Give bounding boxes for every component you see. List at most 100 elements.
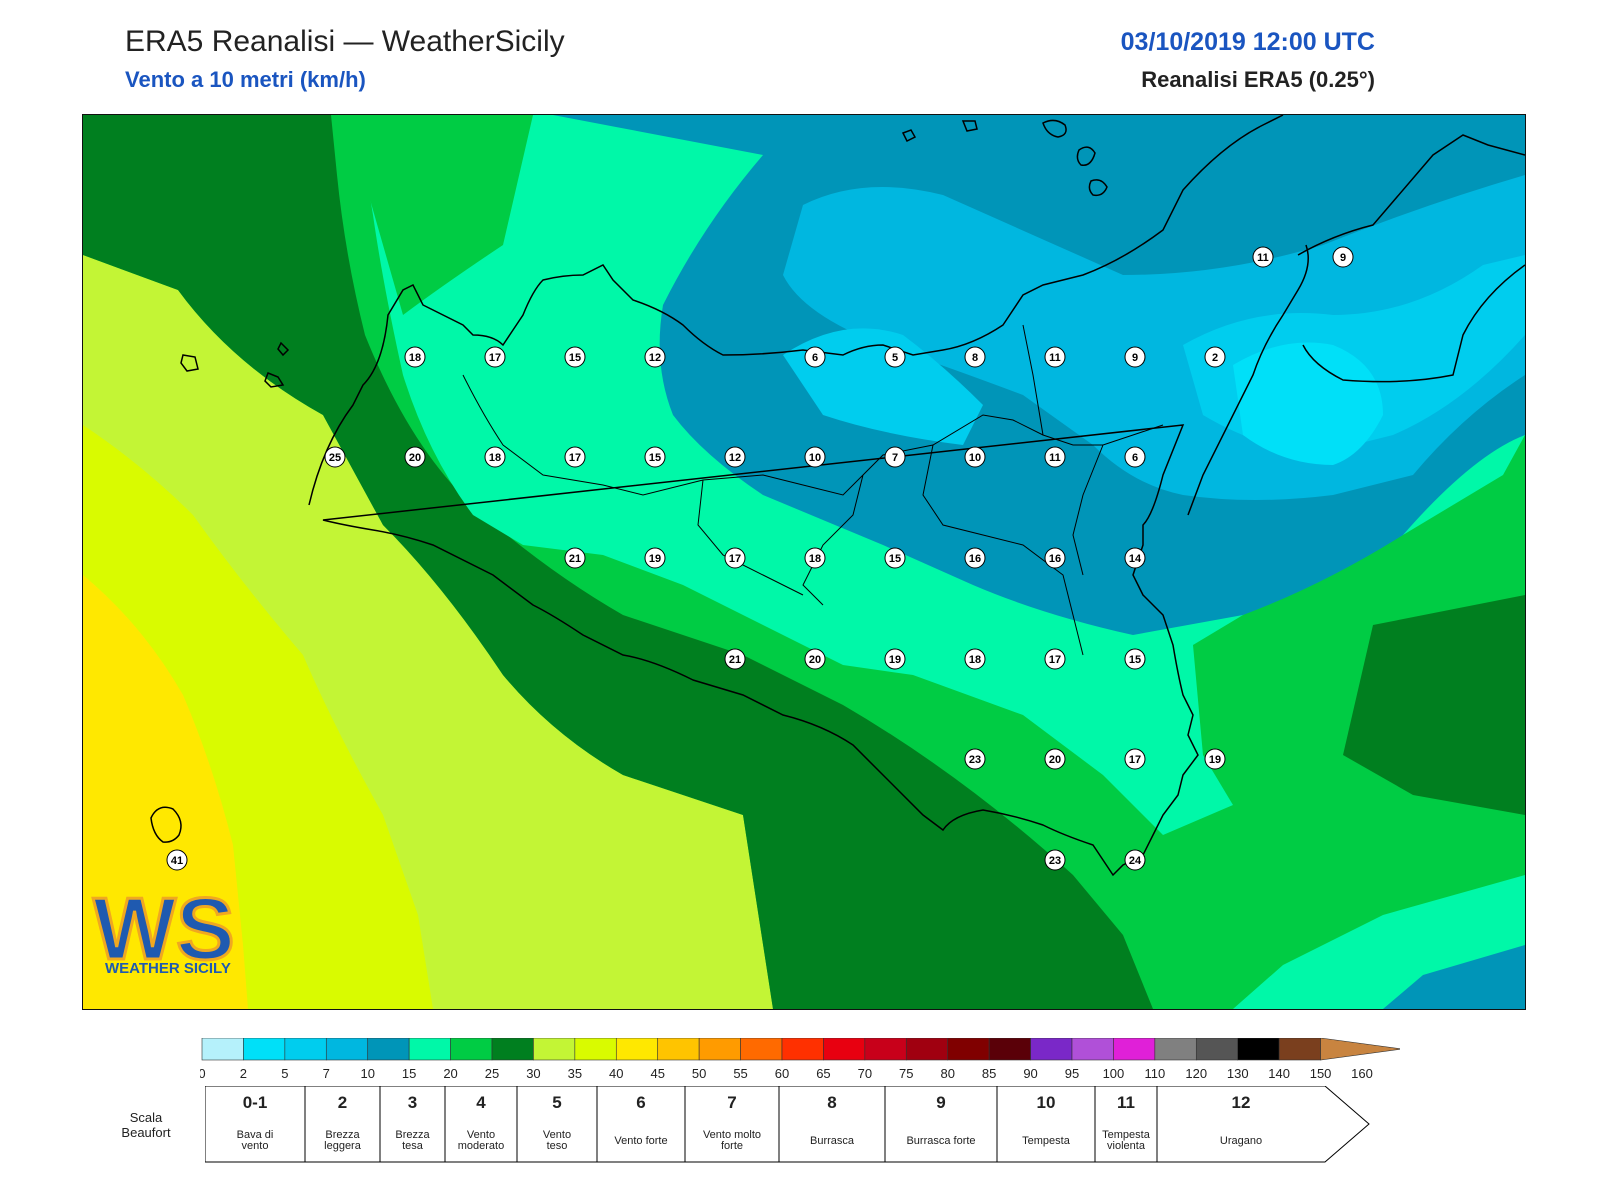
beaufort-scale-title: Scala Beaufort xyxy=(121,1110,171,1140)
beaufort-number: 0-1 xyxy=(243,1093,268,1112)
colorbar-tick-label: 15 xyxy=(402,1066,416,1081)
island-pantelleria xyxy=(150,806,182,843)
beaufort-number: 9 xyxy=(936,1093,945,1112)
station-circle xyxy=(724,547,746,569)
beaufort-label: Tempesta xyxy=(1022,1135,1071,1147)
colorbar-cell xyxy=(574,1038,617,1061)
colorbar-tick-label: 2 xyxy=(240,1066,247,1081)
beaufort-cell-frame xyxy=(778,1086,886,1163)
station-circle xyxy=(1044,446,1066,468)
colorbar-cell xyxy=(1278,1038,1321,1061)
station-circle xyxy=(804,346,826,368)
colorbar-tick-label: 70 xyxy=(858,1066,872,1081)
station-marker: 5 xyxy=(884,346,906,368)
station-circle xyxy=(804,446,826,468)
station-value: 17 xyxy=(729,553,741,565)
station-value: 20 xyxy=(809,654,821,666)
station-circle xyxy=(1044,849,1066,871)
band-25-30-east xyxy=(1343,595,1525,815)
beaufort-level: 12 Uragano xyxy=(1156,1086,1370,1163)
station-circle xyxy=(1252,246,1274,268)
beaufort-number: 2 xyxy=(338,1093,347,1112)
colorbar-tick-label: 60 xyxy=(775,1066,789,1081)
beaufort-level: 3 Brezza tesa xyxy=(379,1086,446,1163)
station-marker: 21 xyxy=(564,547,586,569)
station-value: 11 xyxy=(1049,352,1061,364)
beaufort-level: 11 Tempesta violenta xyxy=(1094,1086,1158,1163)
station-marker: 16 xyxy=(1044,547,1066,569)
station-marker: 9 xyxy=(1124,346,1146,368)
station-circle xyxy=(484,346,506,368)
map-title: ERA5 Reanalisi — WeatherSicily xyxy=(125,25,565,58)
station-value: 19 xyxy=(649,553,661,565)
weathersicily-logo: WS WEATHER SICILY xyxy=(92,878,237,980)
station-value: 21 xyxy=(729,654,741,666)
colorbar-tick-label: 10 xyxy=(360,1066,374,1081)
beaufort-label: Uragano xyxy=(1220,1135,1262,1147)
station-value: 23 xyxy=(1049,855,1061,867)
colorbar-tick-label: 120 xyxy=(1185,1066,1207,1081)
station-circle xyxy=(1332,246,1354,268)
station-value: 17 xyxy=(489,352,501,364)
colorbar-cell xyxy=(988,1038,1031,1061)
station-value: 41 xyxy=(171,855,183,867)
station-value: 15 xyxy=(649,452,661,464)
station-value: 24 xyxy=(1129,855,1142,867)
station-circle xyxy=(484,446,506,468)
station-marker: 18 xyxy=(804,547,826,569)
beaufort-label: Tempesta violenta xyxy=(1102,1129,1151,1152)
station-marker: 7 xyxy=(884,446,906,468)
colorbar-cell xyxy=(1320,1038,1400,1061)
station-circle xyxy=(644,547,666,569)
beaufort-cell-frame xyxy=(304,1086,381,1163)
beaufort-label: Brezza leggera xyxy=(324,1129,362,1152)
beaufort-cell-frame xyxy=(205,1086,306,1163)
station-marker: 8 xyxy=(964,346,986,368)
colorbar-cell xyxy=(781,1038,824,1061)
beaufort-cell-frame xyxy=(379,1086,446,1163)
beaufort-label: Vento molto forte xyxy=(703,1129,761,1152)
station-marker: 14 xyxy=(1124,547,1146,569)
station-marker: 9 xyxy=(1332,246,1354,268)
station-marker: 19 xyxy=(644,547,666,569)
colorbar-tick-label: 7 xyxy=(323,1066,330,1081)
station-circle xyxy=(404,446,426,468)
station-circle xyxy=(1124,748,1146,770)
beaufort-level: 8 Burrasca xyxy=(778,1086,886,1163)
colorbar-cell xyxy=(657,1038,700,1061)
beaufort-number: 5 xyxy=(552,1093,561,1112)
station-circle xyxy=(964,547,986,569)
colorbar-cell xyxy=(698,1038,741,1061)
station-marker: 12 xyxy=(724,446,746,468)
station-circle xyxy=(1204,346,1226,368)
colorbar-cell xyxy=(1237,1038,1280,1061)
station-marker: 17 xyxy=(1124,748,1146,770)
beaufort-cell-frame xyxy=(1094,1086,1158,1163)
beaufort-level: 7 Vento molto forte xyxy=(684,1086,780,1163)
beaufort-label: Brezza tesa xyxy=(395,1129,430,1152)
station-value: 7 xyxy=(892,452,898,464)
station-circle xyxy=(564,446,586,468)
station-circle xyxy=(1044,346,1066,368)
station-marker: 19 xyxy=(1204,748,1226,770)
station-marker: 15 xyxy=(564,346,586,368)
band-5-7-central xyxy=(783,328,983,445)
station-marker: 23 xyxy=(1044,849,1066,871)
station-value: 18 xyxy=(409,352,421,364)
colorbar-cell xyxy=(905,1038,949,1061)
beaufort-cell-frame xyxy=(884,1086,998,1163)
station-value: 15 xyxy=(569,352,581,364)
station-circle xyxy=(1124,346,1146,368)
colorbar-cell xyxy=(947,1038,990,1061)
station-circle xyxy=(884,446,906,468)
colorbar-tick-label: 45 xyxy=(650,1066,664,1081)
station-value: 9 xyxy=(1132,352,1138,364)
beaufort-level: 2 Brezza leggera xyxy=(304,1086,381,1163)
wind-speed-colorbar: 0 2 5 7 10 15 20 25 30 35 40 45 50 55 60 65 70 75 80 85 90 95… xyxy=(200,1038,1400,1081)
station-value: 15 xyxy=(889,553,901,565)
station-circle xyxy=(884,346,906,368)
station-marker: 17 xyxy=(1044,648,1066,670)
station-marker: 11 xyxy=(1252,246,1274,268)
colorbar-tick-label: 25 xyxy=(485,1066,499,1081)
station-circle xyxy=(644,446,666,468)
